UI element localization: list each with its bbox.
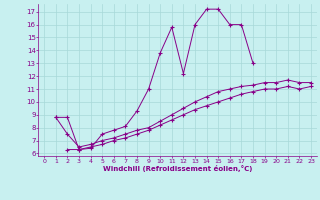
X-axis label: Windchill (Refroidissement éolien,°C): Windchill (Refroidissement éolien,°C) bbox=[103, 165, 252, 172]
